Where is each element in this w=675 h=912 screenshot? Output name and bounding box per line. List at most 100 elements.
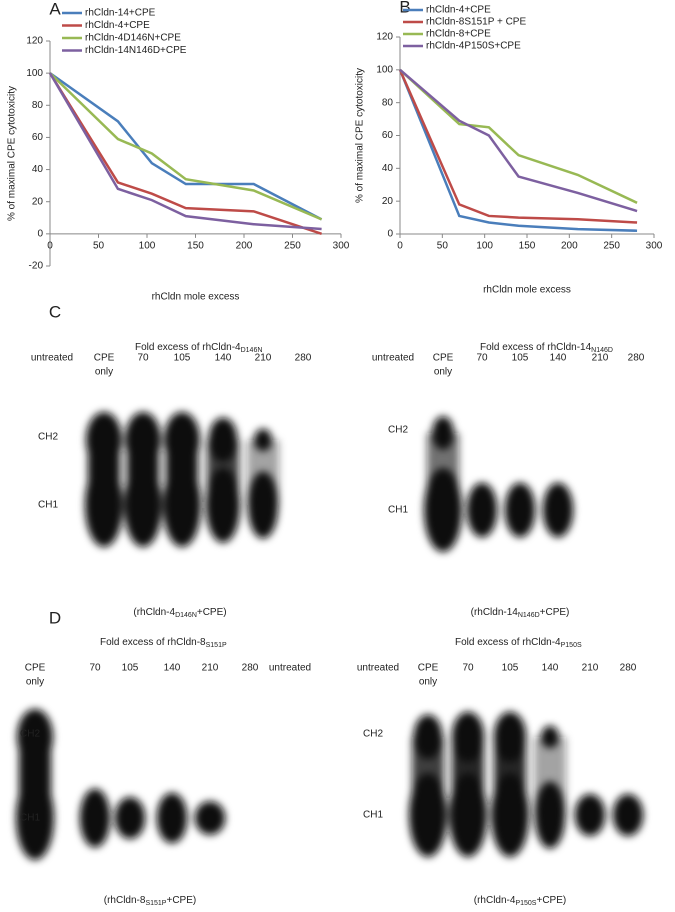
x-tick-label: 250 [603, 241, 620, 252]
lane-label: 140 [215, 353, 232, 364]
gel-band [124, 463, 162, 547]
y-tick-label: 0 [37, 228, 43, 239]
legend-label: rhCldn-4+CPE [85, 20, 150, 31]
gel-band [208, 417, 238, 463]
y-tick-label: 60 [32, 132, 44, 143]
lane-label: 210 [592, 353, 609, 364]
gel-band [247, 471, 279, 539]
gel-band [491, 773, 529, 857]
lane-label: CPE [25, 663, 46, 674]
gel-band [16, 776, 54, 860]
band-label: CH2 [38, 432, 58, 443]
heading-subscript: P150S [561, 642, 582, 649]
series-line [48, 72, 322, 236]
band-label: CH2 [363, 729, 383, 740]
band-label: CH1 [38, 500, 58, 511]
gel-band [205, 467, 241, 543]
x-axis-label: rhCldn mole excess [483, 285, 571, 296]
gel-band [542, 482, 574, 538]
gel-band [156, 792, 188, 844]
x-tick-label: 250 [284, 240, 301, 251]
band-label: CH1 [363, 810, 383, 821]
lane-label: 280 [242, 663, 259, 674]
panel-label: B [399, 0, 410, 16]
lane-label: 70 [476, 353, 488, 364]
lane-label: untreated [357, 663, 399, 674]
lane-label: 105 [512, 353, 529, 364]
heading-text: Fold excess of rhCldn-4 [455, 637, 561, 648]
lane-label: 210 [255, 353, 272, 364]
series-line [48, 72, 322, 231]
x-tick-label: 200 [561, 241, 578, 252]
caption-part: +CPE) [197, 607, 227, 618]
gel-bands [424, 416, 574, 552]
x-tick-label: 50 [437, 241, 449, 252]
gel-band [254, 428, 272, 452]
lane-label: 70 [89, 663, 101, 674]
lane-label: 105 [502, 663, 519, 674]
series-line [398, 69, 638, 232]
gel-bands [85, 412, 279, 547]
y-tick-label: 120 [26, 36, 43, 47]
gel-caption: (rhCldn-4D146N+CPE) [133, 607, 226, 619]
lane-label: 70 [137, 353, 149, 364]
gel-band [85, 463, 123, 547]
caption-part: (rhCldn-4 [474, 895, 516, 906]
gel-band [432, 416, 454, 450]
gel-band [164, 412, 200, 468]
legend-label: rhCldn-4D146N+CPE [85, 33, 181, 44]
caption-part: P150S [515, 900, 536, 907]
band-label: CH1 [388, 505, 408, 516]
x-tick-label: 300 [333, 240, 350, 251]
heading-subscript: D146N [241, 347, 263, 354]
gel-band [449, 773, 487, 857]
gel-caption: (rhCldn-14N146D+CPE) [471, 607, 570, 619]
legend-label: rhCldn-14+CPE [85, 8, 156, 19]
gel-band [534, 781, 566, 849]
panel-label: A [49, 0, 61, 18]
caption-part: (rhCldn-4 [133, 607, 175, 618]
lane-label: 140 [542, 663, 559, 674]
y-axis-label: % of maximal CPE cytotoxicity [7, 86, 18, 221]
series-line [399, 68, 638, 213]
x-axis-label: rhCldn mole excess [152, 292, 240, 303]
lane-label: 280 [628, 353, 645, 364]
gel-band [409, 773, 447, 857]
gel-band [194, 801, 226, 835]
y-tick-label: 80 [382, 97, 394, 108]
lane-label: 105 [122, 663, 139, 674]
caption-part: (rhCldn-8 [104, 895, 146, 906]
y-tick-label: 60 [382, 130, 394, 141]
lane-label: CPE [94, 353, 115, 364]
gel-band [612, 794, 644, 836]
gel-band [163, 463, 201, 547]
y-tick-label: 20 [32, 196, 44, 207]
lane-label: 210 [202, 663, 219, 674]
x-tick-label: 0 [397, 241, 403, 252]
gel-heading: Fold excess of rhCldn-8S151P [100, 637, 227, 649]
gel-band [493, 711, 527, 763]
caption-part: (rhCldn-14 [471, 607, 519, 618]
lane-label: 280 [620, 663, 637, 674]
series-line [49, 72, 323, 221]
x-tick-label: 200 [236, 240, 253, 251]
gel-caption: (rhCldn-8S151P+CPE) [104, 895, 196, 907]
series-line [49, 72, 323, 221]
gel-band [451, 711, 485, 763]
gel-band [17, 709, 53, 765]
y-tick-label: 40 [382, 163, 394, 174]
x-tick-label: 100 [476, 241, 493, 252]
legend-label: rhCldn-14N146D+CPE [85, 45, 187, 56]
lane-label: only [419, 677, 437, 688]
lane-label: 140 [550, 353, 567, 364]
gel-caption: (rhCldn-4P150S+CPE) [474, 895, 566, 907]
series-line [399, 68, 638, 204]
gel-heading: Fold excess of rhCldn-14N146D [480, 342, 613, 354]
y-axis-label: % of maximal CPE cytotoxicity [355, 68, 366, 203]
legend-label: rhCldn-8+CPE [426, 29, 491, 40]
gel-band [114, 797, 146, 839]
gel-bands [409, 711, 644, 857]
gel-band [541, 725, 559, 749]
x-tick-label: 150 [519, 241, 536, 252]
